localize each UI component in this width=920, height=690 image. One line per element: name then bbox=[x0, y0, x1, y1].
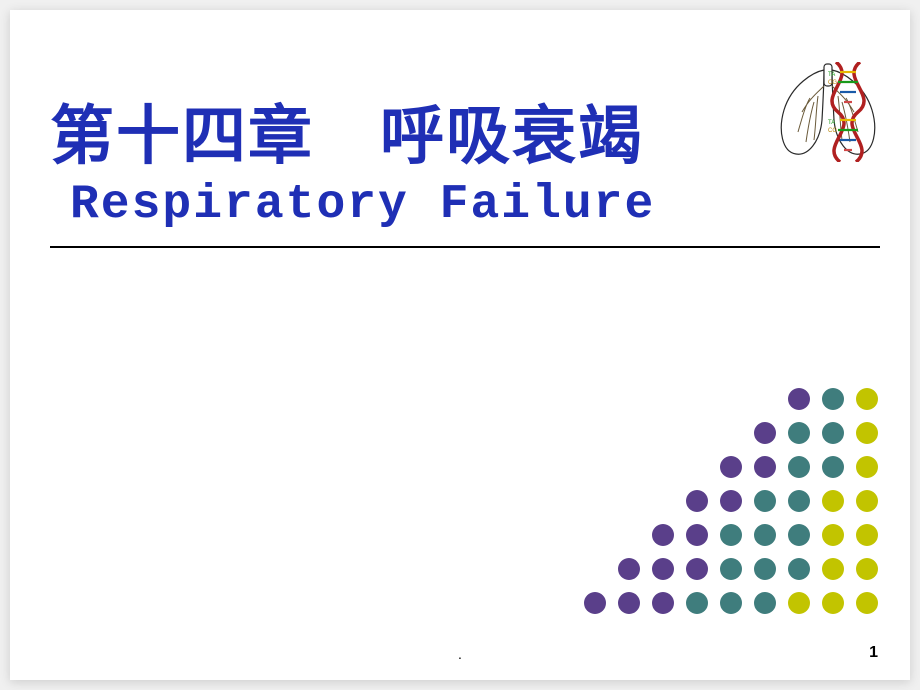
decorative-dot bbox=[822, 456, 844, 478]
title-divider bbox=[50, 246, 880, 248]
decorative-dot bbox=[652, 524, 674, 546]
decorative-dot bbox=[652, 558, 674, 580]
decorative-dot bbox=[584, 592, 606, 614]
dot-row bbox=[686, 490, 878, 512]
page-number: 1 bbox=[869, 644, 878, 662]
dot-row bbox=[720, 456, 878, 478]
decorative-dot bbox=[822, 422, 844, 444]
decorative-dots-grid bbox=[584, 388, 878, 614]
dot-row bbox=[788, 388, 878, 410]
dna-label-ta-2: TA bbox=[828, 120, 835, 126]
decorative-dot bbox=[686, 524, 708, 546]
title-block: 第十四章 呼吸衰竭 Respiratory Failure bbox=[50, 100, 790, 232]
footer-mark: . bbox=[458, 646, 462, 662]
decorative-dot bbox=[788, 592, 810, 614]
decorative-dot bbox=[720, 524, 742, 546]
decorative-dot bbox=[856, 388, 878, 410]
decorative-dot bbox=[856, 490, 878, 512]
decorative-dot bbox=[720, 490, 742, 512]
decorative-dot bbox=[856, 456, 878, 478]
decorative-dot bbox=[720, 558, 742, 580]
decorative-dot bbox=[788, 524, 810, 546]
dna-label-ta: TA bbox=[828, 72, 835, 78]
decorative-dot bbox=[822, 524, 844, 546]
dna-label-cg: CG bbox=[828, 80, 837, 86]
decorative-dot bbox=[822, 490, 844, 512]
decorative-dot bbox=[788, 490, 810, 512]
decorative-dot bbox=[652, 592, 674, 614]
decorative-dot bbox=[788, 422, 810, 444]
slide-page: 第十四章 呼吸衰竭 Respiratory Failure bbox=[10, 10, 910, 680]
lung-dna-logo: TA CG TA CG bbox=[774, 62, 882, 162]
decorative-dot bbox=[754, 490, 776, 512]
decorative-dot bbox=[856, 592, 878, 614]
decorative-dot bbox=[856, 524, 878, 546]
chapter-title-en: Respiratory Failure bbox=[70, 178, 790, 232]
decorative-dot bbox=[686, 558, 708, 580]
decorative-dot bbox=[618, 592, 640, 614]
decorative-dot bbox=[788, 388, 810, 410]
dna-label-cg-2: CG bbox=[828, 128, 837, 134]
decorative-dot bbox=[822, 388, 844, 410]
decorative-dot bbox=[822, 592, 844, 614]
dot-row bbox=[652, 524, 878, 546]
decorative-dot bbox=[754, 524, 776, 546]
decorative-dot bbox=[720, 456, 742, 478]
decorative-dot bbox=[720, 592, 742, 614]
dot-row bbox=[618, 558, 878, 580]
decorative-dot bbox=[822, 558, 844, 580]
decorative-dot bbox=[788, 456, 810, 478]
decorative-dot bbox=[754, 558, 776, 580]
dot-row bbox=[754, 422, 878, 444]
decorative-dot bbox=[856, 422, 878, 444]
decorative-dot bbox=[856, 558, 878, 580]
decorative-dot bbox=[754, 422, 776, 444]
decorative-dot bbox=[788, 558, 810, 580]
chapter-title-cn: 第十四章 呼吸衰竭 bbox=[50, 100, 790, 174]
decorative-dot bbox=[754, 456, 776, 478]
decorative-dot bbox=[754, 592, 776, 614]
decorative-dot bbox=[686, 490, 708, 512]
decorative-dot bbox=[686, 592, 708, 614]
dot-row bbox=[584, 592, 878, 614]
decorative-dot bbox=[618, 558, 640, 580]
